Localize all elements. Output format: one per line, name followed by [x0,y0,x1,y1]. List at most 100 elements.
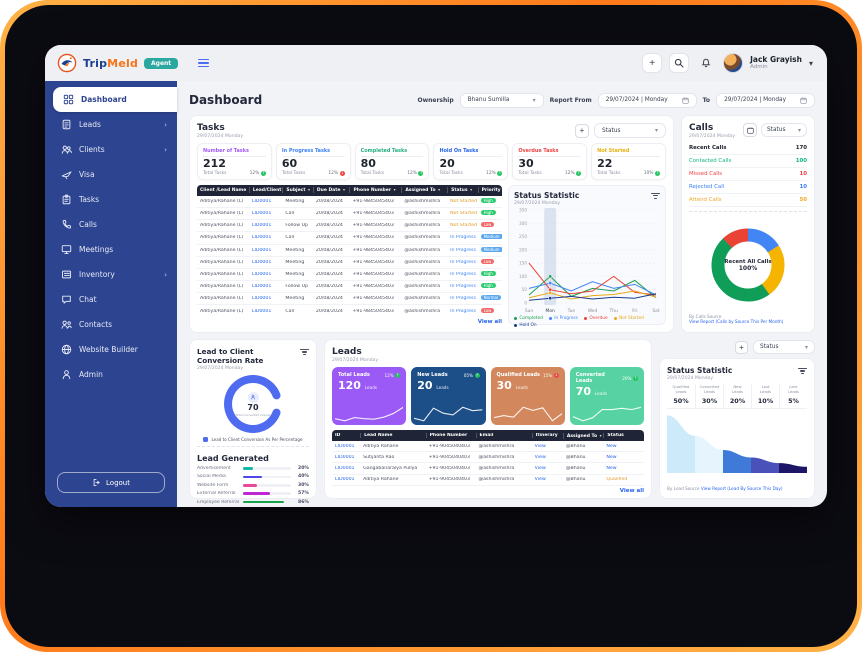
status: Not Started [450,223,478,229]
gauge-value: 70 [247,403,259,412]
client-name: Aditiya/Rahane (L) [200,259,244,265]
sidebar-item-website-builder[interactable]: Website Builder [45,337,177,362]
logout-button[interactable]: Logout [57,472,165,493]
lead-status-report-link[interactable]: View Report (Lead By Source This Day) [700,486,783,491]
task-card-caption: Total Tasks [439,170,463,176]
status: In Progress [450,284,476,290]
svg-text:Sun: Sun [525,308,534,314]
lead-id-link[interactable]: LID0001 [251,284,272,290]
doc-icon [61,119,72,130]
column-header[interactable]: Phone Number [425,433,476,438]
sidebar-item-inventory[interactable]: Inventory › [45,262,177,287]
table-row: Aditiya/Rahane (L) LID0001 Call 20/08/2024 +… [197,305,502,317]
avatar[interactable] [723,53,744,73]
task-card-caption: Total Tasks [281,170,306,176]
column-header[interactable]: Email [475,433,532,438]
column-header[interactable]: Assigned To ▾ [401,187,447,194]
calls-source-line: By Calls Source View Report (Calls by So… [689,314,784,324]
sidebar-item-calls[interactable]: Calls [45,212,177,237]
lead-id-link[interactable]: LID0001 [251,247,272,253]
lead-id-link[interactable]: LID0001 [251,296,272,302]
sidebar-item-visa[interactable]: Visa [45,162,177,187]
lead-id-link[interactable]: LID0001 [251,271,272,277]
add-lead-button[interactable]: + [735,340,748,354]
column-header[interactable]: Client /Lead Name ▾ [200,188,248,194]
leads-status-filter[interactable]: Status ▾ [753,340,815,354]
tasks-status-filter[interactable]: Status ▾ [594,123,666,138]
assigned-to: @ashishmishra [404,211,441,217]
lead-id-link[interactable]: LID0001 [251,198,272,204]
trend-up-icon: ↑ [497,170,503,176]
tasks-view-all-link[interactable]: View all [477,319,502,325]
table-row: Aditiya/Rahane (L) LID0001 Meeting 20/08/20… [197,245,502,257]
sidebar-item-tasks[interactable]: Tasks [45,187,177,212]
lead-card-delta: 12% ↑ [384,372,401,378]
filter-icon[interactable] [300,347,309,356]
calls-date: 29/07/2024 Monday [689,134,736,139]
filter-icon[interactable] [798,366,807,375]
trend-up-icon: ↑ [654,170,660,176]
itinerary-view-link[interactable]: View [534,477,546,483]
lead-id-link[interactable]: LID0001 [335,465,355,471]
chevron-down-icon[interactable]: ▾ [808,58,813,68]
column-header[interactable]: Phone Number ▾ [349,187,401,194]
column-header[interactable]: ID [335,433,341,438]
task-card-title: Overdue Tasks [518,148,582,157]
lead-id-link[interactable]: LID0001 [251,308,272,314]
sidebar-item-chat[interactable]: Chat [45,287,177,312]
to-date-field[interactable]: 29/07/2024 | Monday [716,92,815,108]
itinerary-view-link[interactable]: View [534,465,546,471]
column-header[interactable]: Priority ▾ [477,187,502,194]
quick-add-button[interactable]: + [642,53,663,73]
lead-status-date: 29/07/2024 Monday [667,376,714,381]
column-header[interactable]: Status ▾ [447,187,478,194]
sidebar-item-meetings[interactable]: Meetings [45,237,177,262]
notifications-button[interactable] [696,53,716,73]
calls-calendar-button[interactable] [743,123,757,137]
itinerary-view-link[interactable]: View [534,454,546,460]
sidebar-item-label: Dashboard [81,95,127,104]
filter-icon[interactable] [651,191,660,199]
calls-report-link[interactable]: View Report (Calls by Source This Per Mo… [689,319,784,324]
column-header[interactable]: Due Date ▾ [312,187,350,194]
lead-id-link[interactable]: LID0001 [251,235,272,241]
lead-id-link[interactable]: LID0001 [251,259,272,265]
leads-view-all-link[interactable]: View all [619,487,644,494]
sidebar-item-clients[interactable]: Clients › [45,137,177,162]
column-header[interactable]: Itinerary [531,433,563,438]
main-content: Dashboard Ownership Bhanu Sumilla ▾ Repor… [177,81,827,507]
sidebar-item-leads[interactable]: Leads › [45,112,177,137]
assigned-to: @ashishmishra [404,271,441,277]
column-header[interactable]: Status [603,433,644,438]
subject: Call [285,308,295,314]
report-from-date-field[interactable]: 29/07/2024 | Monday [597,92,697,108]
menu-icon[interactable] [198,58,210,68]
assigned-to: @Bhanu [565,443,586,449]
calls-status-filter[interactable]: Status ▾ [761,123,807,137]
lead-id-link[interactable]: LID0001 [251,223,272,229]
tasks-table-body: Aditiya/Rahane (L) LID0001 Meeting 20/08/20… [197,196,502,317]
itinerary-view-link[interactable]: View [534,443,546,449]
add-task-button[interactable]: + [575,123,589,138]
due-date: 20/08/2024 [315,247,343,253]
task-card-title: In Progress Tasks [281,148,345,157]
lead-id-link[interactable]: LID0001 [335,477,355,483]
column-header[interactable]: Lead/Client ID ▾ [248,187,282,194]
ownership-select[interactable]: Bhanu Sumilla ▾ [459,92,544,108]
search-button[interactable] [669,53,690,73]
status: In Progress [450,271,476,277]
column-header[interactable]: Subject ▾ [282,187,313,194]
subject: Meeting [285,296,305,302]
sidebar-item-dashboard[interactable]: Dashboard [53,87,177,112]
lead-name: Sutijanta Rao [363,454,395,460]
column-header[interactable]: Lead Name [360,433,426,438]
trend-down-icon: ↓ [553,372,559,378]
lead-id-link[interactable]: LID0001 [335,454,355,460]
lead-id-link[interactable]: LID0001 [335,443,355,449]
lead-name: Aditiya Rahane [363,477,399,483]
sidebar-item-contacts[interactable]: Contacts [45,312,177,337]
lead-id-link[interactable]: LID0001 [251,211,272,217]
sidebar-item-label: Contacts [79,320,113,329]
column-header[interactable]: Assigned To ▾ [562,432,604,439]
sidebar-item-admin[interactable]: Admin [45,362,177,387]
